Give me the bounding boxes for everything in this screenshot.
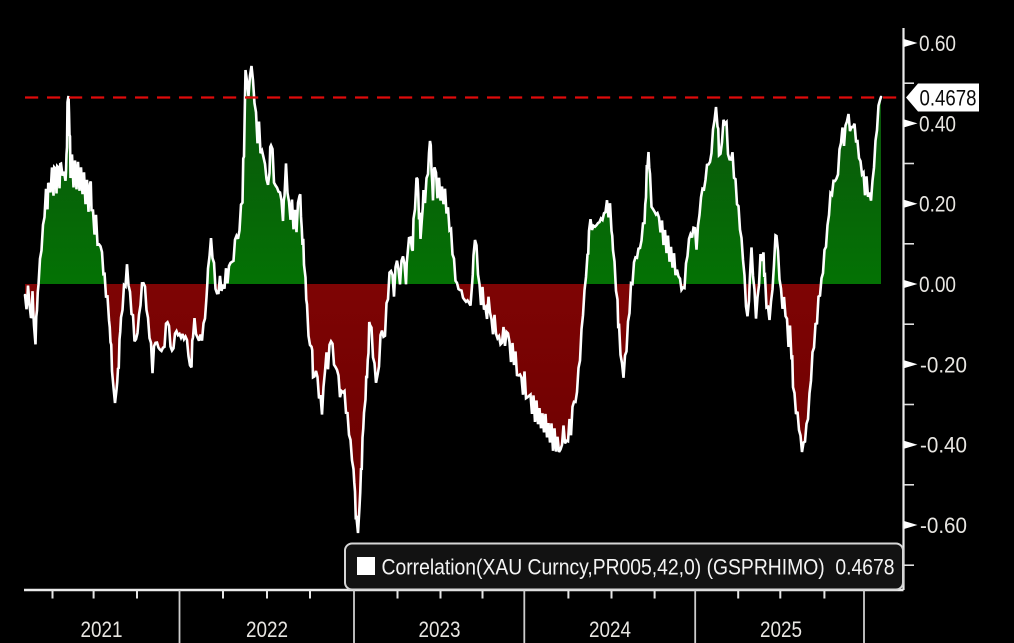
svg-text:2024: 2024 bbox=[589, 617, 631, 642]
svg-text:2021: 2021 bbox=[81, 617, 123, 642]
svg-text:2025: 2025 bbox=[760, 617, 802, 642]
svg-text:2022: 2022 bbox=[246, 617, 288, 642]
svg-text:0.4678: 0.4678 bbox=[920, 86, 977, 111]
svg-text:0.60: 0.60 bbox=[919, 31, 956, 56]
svg-text:-0.60: -0.60 bbox=[920, 513, 967, 538]
svg-text:0.00: 0.00 bbox=[919, 272, 956, 297]
svg-text:-0.40: -0.40 bbox=[920, 433, 967, 458]
svg-text:-0.20: -0.20 bbox=[920, 352, 967, 377]
svg-text:2023: 2023 bbox=[419, 617, 461, 642]
svg-text:0.20: 0.20 bbox=[919, 192, 956, 217]
svg-text:Correlation(XAU Curncy,PR005,4: Correlation(XAU Curncy,PR005,42,0) (GSPR… bbox=[382, 555, 895, 580]
svg-text:0.40: 0.40 bbox=[919, 111, 956, 136]
